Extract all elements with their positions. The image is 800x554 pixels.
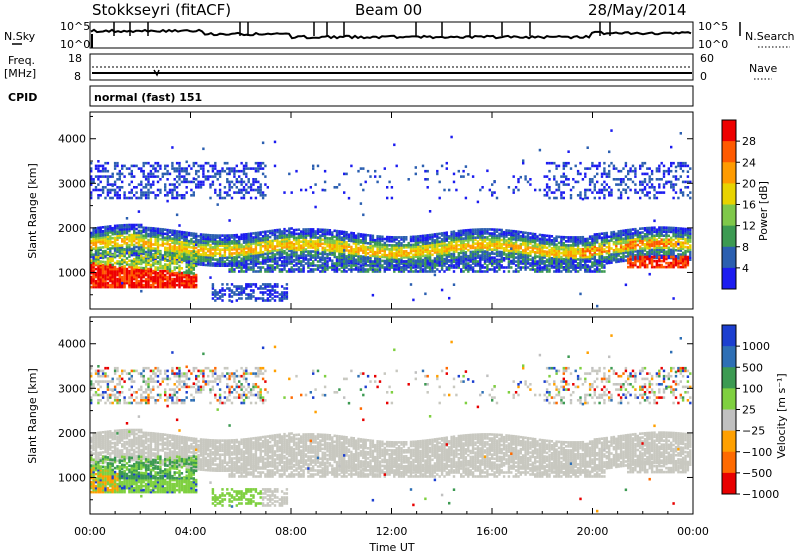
freq-bottom-tick: 8 [74, 70, 81, 83]
power-panel: 4000 3000 2000 1000 Slant Range [km] 28 24 20… [26, 111, 770, 310]
colorbar-segment [722, 120, 736, 142]
cpid-strip: CPID normal (fast) 151 [8, 85, 694, 107]
time-axis: 00:00 04:00 08:00 12:00 16:00 20:00 00:00 [74, 112, 709, 538]
colorbar-segment [722, 388, 736, 410]
station-title: Stokkseyri (fitACF) [92, 1, 231, 19]
velocity-y-ticks: 4000 3000 2000 1000 [58, 320, 693, 501]
y-tick-label: 3000 [58, 382, 86, 395]
cpid-mode: normal (fast) 151 [94, 91, 202, 104]
y-tick-label: 1000 [58, 471, 86, 484]
colorbar-tick-label: 20 [742, 177, 756, 190]
colorbar-tick-label: −1000 [742, 488, 779, 501]
colorbar-tick-label: 4 [742, 262, 749, 275]
colorbar-segment [722, 141, 736, 163]
colorbar-tick-label: −25 [742, 425, 765, 438]
colorbar-segment [722, 204, 736, 227]
freq-label: Freq. [8, 54, 35, 67]
noise-right-bottom-tick: 10^0 [698, 38, 728, 51]
noise-right-top-tick: 10^5 [698, 20, 728, 33]
power-colorbar: 28 24 20 16 12 8 4 [721, 119, 756, 290]
colorbar-segment [722, 472, 736, 495]
nave-label: Nave [749, 62, 777, 75]
date-title: 28/May/2014 [588, 1, 686, 19]
velocity-scatter-data [90, 334, 692, 513]
power-colorbar-label: Power [dB] [757, 181, 770, 241]
colorbar-tick-label: 24 [742, 156, 756, 169]
colorbar-tick-label: 8 [742, 241, 749, 254]
colorbar-segment [722, 162, 736, 184]
velocity-colorbar-label: Velocity [m s⁻¹] [775, 373, 788, 458]
velocity-panel: 4000 3000 2000 1000 Slant Range [km] 1000 50… [26, 316, 788, 515]
colorbar-tick-label: 500 [742, 361, 763, 374]
y-tick-label: 3000 [58, 177, 86, 190]
beam-title: Beam 00 [355, 1, 422, 19]
colorbar-segment [722, 246, 736, 269]
colorbar-segment [722, 267, 736, 290]
x-tick-label: 04:00 [175, 525, 207, 538]
cpid-label: CPID [8, 91, 37, 104]
y-tick-label: 1000 [58, 266, 86, 279]
colorbar-tick-label: 25 [742, 404, 756, 417]
power-scatter-data [90, 129, 692, 308]
colorbar-segment [722, 451, 736, 474]
x-tick-label: 12:00 [376, 525, 408, 538]
freq-top-tick: 18 [68, 52, 82, 65]
power-y-ticks: 4000 3000 2000 1000 [58, 115, 693, 296]
noise-left-bottom-tick: 10^0 [60, 38, 90, 51]
frequency-spike [153, 69, 160, 77]
nave-bottom-tick: 0 [700, 70, 707, 83]
x-tick-label: 00:00 [74, 525, 106, 538]
colorbar-segment [722, 409, 736, 432]
noise-strip: N.Sky 10^5 10^0 10^5 10^0 N.Search [4, 20, 795, 51]
velocity-y-axis-label: Slant Range [km] [26, 368, 39, 464]
colorbar-tick-label: 28 [742, 135, 756, 148]
velocity-colorbar: 1000 500 100 25 −25 −100 −500 −1000 [721, 324, 779, 501]
y-tick-label: 2000 [58, 427, 86, 440]
y-tick-label: 2000 [58, 222, 86, 235]
colorbar-segment [722, 225, 736, 248]
noise-search-label: N.Search [745, 30, 795, 43]
y-tick-label: 4000 [58, 133, 86, 146]
y-tick-label: 4000 [58, 338, 86, 351]
colorbar-segment [722, 367, 736, 389]
noise-sky-trace [90, 28, 692, 40]
colorbar-tick-label: 16 [742, 199, 756, 212]
colorbar-tick-label: −500 [742, 467, 772, 480]
power-y-axis-label: Slant Range [km] [26, 163, 39, 259]
nave-top-tick: 60 [700, 52, 714, 65]
colorbar-segment [722, 183, 736, 205]
colorbar-tick-label: 12 [742, 220, 756, 233]
colorbar-segment [722, 430, 736, 453]
colorbar-segment [722, 346, 736, 368]
noise-left-top-tick: 10^5 [60, 20, 90, 33]
x-tick-label: 08:00 [275, 525, 307, 538]
colorbar-tick-label: 1000 [742, 340, 770, 353]
noise-sky-label: N.Sky [4, 30, 36, 43]
x-tick-label: 16:00 [476, 525, 508, 538]
time-axis-label: Time UT [368, 541, 414, 554]
x-tick-label: 00:00 [677, 525, 709, 538]
colorbar-segment [722, 325, 736, 347]
colorbar-tick-label: 100 [742, 382, 763, 395]
colorbar-tick-label: −100 [742, 446, 772, 459]
x-tick-label: 20:00 [577, 525, 609, 538]
frequency-strip: Freq. [MHz] 18 8 60 0 Nave [4, 52, 777, 83]
freq-unit-label: [MHz] [4, 67, 36, 80]
